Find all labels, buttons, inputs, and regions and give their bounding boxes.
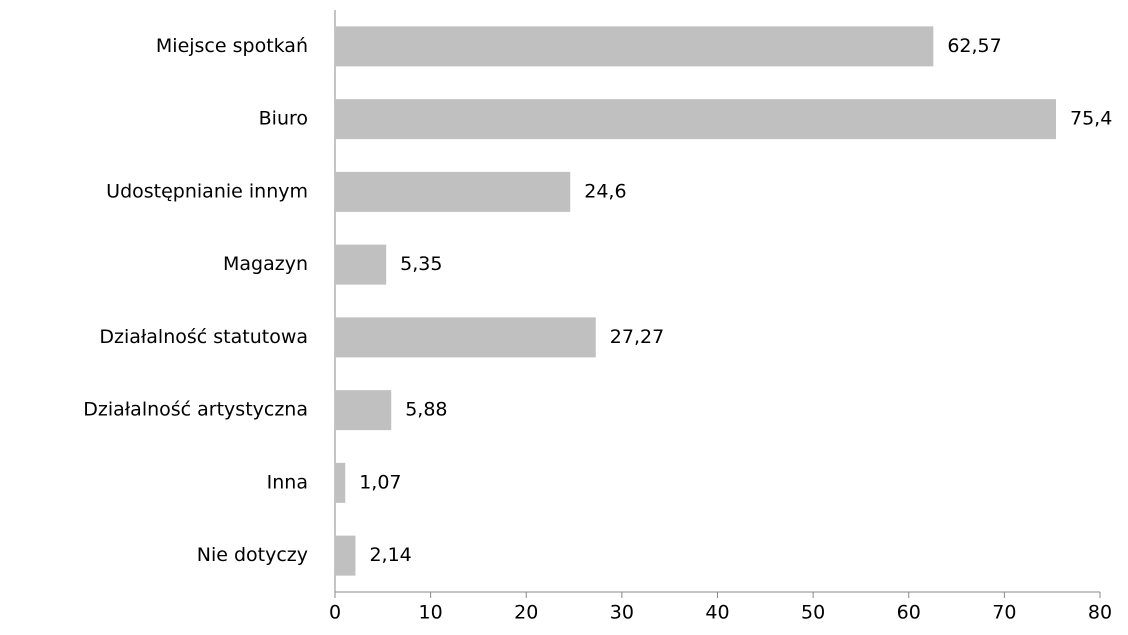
y-tick-label: Biuro	[259, 108, 308, 130]
value-label: 1,07	[359, 471, 401, 493]
bar	[335, 171, 571, 212]
y-tick-label: Działalność statutowa	[99, 326, 308, 348]
x-tick-label: 0	[329, 602, 341, 624]
value-label: 24,6	[584, 180, 626, 202]
y-tick-label: Inna	[267, 471, 308, 493]
value-label: 2,14	[369, 544, 411, 566]
bar	[335, 317, 596, 358]
x-tick-label: 70	[992, 602, 1016, 624]
value-label: 75,4	[1070, 108, 1112, 130]
x-tick-label: 50	[801, 602, 825, 624]
y-tick-label: Udostępnianie innym	[106, 180, 308, 202]
value-label: 62,57	[947, 35, 1001, 57]
bar	[335, 535, 356, 576]
bar	[335, 244, 387, 285]
bar	[335, 26, 934, 67]
x-tick-label: 20	[514, 602, 538, 624]
value-label: 5,35	[400, 253, 442, 275]
value-label: 5,88	[405, 399, 447, 421]
y-tick-label: Nie dotyczy	[197, 544, 308, 566]
x-tick-label: 30	[610, 602, 634, 624]
x-tick-label: 10	[419, 602, 443, 624]
x-tick-label: 40	[705, 602, 729, 624]
bar	[335, 99, 1057, 140]
bar	[335, 462, 346, 503]
y-tick-label: Miejsce spotkań	[156, 35, 308, 57]
bar	[335, 390, 392, 431]
x-tick-label: 80	[1088, 602, 1112, 624]
value-label: 27,27	[610, 326, 664, 348]
x-tick-label: 60	[897, 602, 921, 624]
y-tick-label: Działalność artystyczna	[83, 399, 308, 421]
y-tick-label: Magazyn	[223, 253, 308, 275]
